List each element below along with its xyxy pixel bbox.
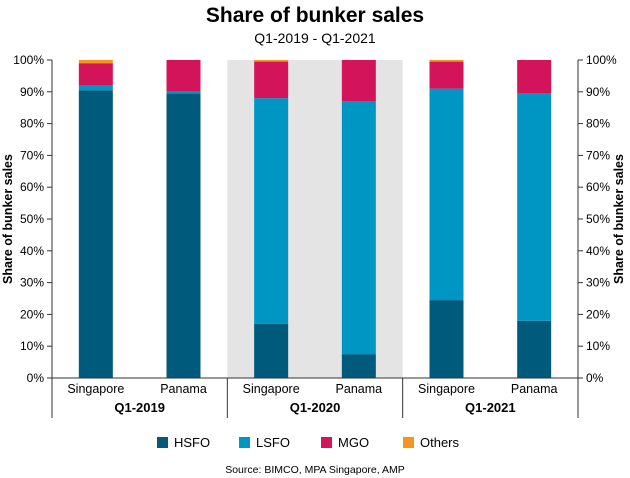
y-tick-label-left: 70% — [20, 148, 44, 162]
y-tick-label-right: 50% — [586, 212, 610, 226]
x-group-label: Q1-2019 — [114, 400, 165, 415]
bar-hsfo-5 — [517, 320, 552, 378]
legend-swatch-mgo — [321, 437, 332, 448]
legend-label-hsfo: HSFO — [174, 435, 210, 450]
bar-hsfo-1 — [166, 93, 201, 378]
x-category-label: Panama — [160, 382, 207, 396]
bar-lsfo-3 — [341, 101, 376, 355]
y-tick-label-right: 10% — [586, 339, 610, 353]
bar-lsfo-4 — [429, 88, 464, 301]
bar-mgo-3 — [341, 60, 376, 102]
x-category-label: Singapore — [418, 382, 475, 396]
bar-mgo-1 — [166, 60, 201, 92]
bar-hsfo-3 — [341, 354, 376, 378]
chart-title: Share of bunker sales — [206, 4, 424, 27]
legend-label-lsfo: LSFO — [256, 435, 290, 450]
y-tick-label-left: 80% — [20, 117, 44, 131]
y-axis-title-left: Share of bunker sales — [1, 154, 15, 284]
bars-layer — [78, 60, 552, 379]
bar-mgo-5 — [517, 60, 552, 94]
legend-swatch-hsfo — [157, 437, 168, 448]
y-tick-label-right: 60% — [586, 180, 610, 194]
y-tick-label-left: 10% — [20, 339, 44, 353]
y-tick-label-left: 60% — [20, 180, 44, 194]
y-tick-label-right: 30% — [586, 276, 610, 290]
x-category-label: Singapore — [67, 382, 124, 396]
bar-mgo-2 — [254, 61, 289, 99]
legend-swatch-others — [403, 437, 414, 448]
y-tick-label-right: 100% — [586, 53, 617, 67]
x-category-label: Panama — [336, 382, 383, 396]
bar-others-2 — [254, 60, 289, 62]
y-tick-label-left: 20% — [20, 307, 44, 321]
y-tick-label-left: 30% — [20, 276, 44, 290]
legend-label-others: Others — [420, 435, 460, 450]
shading-layer — [227, 60, 403, 378]
y-tick-label-left: 40% — [20, 244, 44, 258]
y-tick-label-left: 90% — [20, 85, 44, 99]
bar-lsfo-1 — [166, 91, 201, 94]
y-tick-label-right: 20% — [586, 307, 610, 321]
group-shading — [227, 60, 403, 378]
bar-hsfo-4 — [429, 300, 464, 378]
bar-hsfo-0 — [78, 90, 113, 379]
bar-lsfo-2 — [254, 98, 289, 324]
chart-subtitle: Q1-2019 - Q1-2021 — [254, 30, 376, 46]
bar-lsfo-5 — [517, 93, 552, 321]
y-tick-label-left: 0% — [27, 371, 45, 385]
legend-label-mgo: MGO — [338, 435, 369, 450]
y-tick-label-right: 80% — [586, 117, 610, 131]
y-tick-label-right: 70% — [586, 148, 610, 162]
x-category-label: Panama — [511, 382, 558, 396]
bar-others-0 — [78, 60, 113, 64]
y-tick-label-left: 100% — [13, 53, 44, 67]
bar-mgo-0 — [78, 63, 113, 86]
bar-mgo-4 — [429, 61, 464, 89]
source-note: Source: BIMCO, MPA Singapore, AMP — [225, 464, 405, 476]
y-tick-label-right: 0% — [586, 371, 604, 385]
legend: HSFO LSFO MGO Others — [157, 435, 460, 450]
x-category-label: Singapore — [243, 382, 300, 396]
bar-hsfo-2 — [254, 323, 289, 378]
y-axis-title-right: Share of bunker sales — [612, 154, 626, 284]
x-group-label: Q1-2020 — [290, 400, 341, 415]
y-tick-label-right: 90% — [586, 85, 610, 99]
legend-swatch-lsfo — [239, 437, 250, 448]
y-tick-label-left: 50% — [20, 212, 44, 226]
x-group-label: Q1-2021 — [465, 400, 516, 415]
y-tick-label-right: 40% — [586, 244, 610, 258]
bar-lsfo-0 — [78, 85, 113, 91]
bar-others-4 — [429, 60, 464, 62]
axis-layer: 0% 0% 10% 10% 20% 20% 30% 30% 40% 40% 50% 50% 60% 60%… — [13, 53, 617, 418]
